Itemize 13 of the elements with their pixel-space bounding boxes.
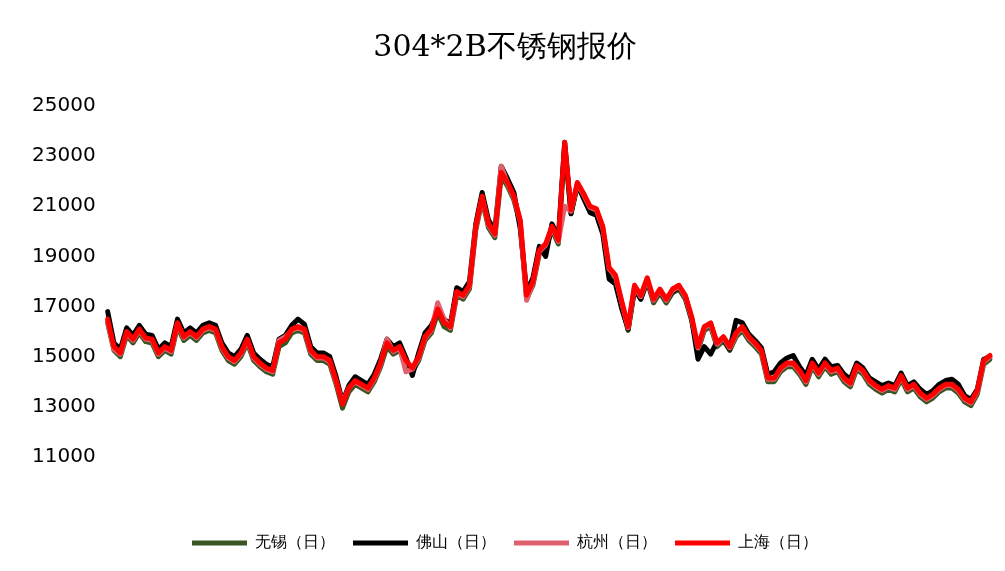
y-tick-label: 13000: [32, 393, 96, 418]
legend-label: 杭州（日）: [576, 532, 657, 552]
y-tick-label: 23000: [32, 142, 96, 167]
y-tick-label: 21000: [32, 192, 96, 217]
chart-title: 304*2B不锈钢报价: [373, 27, 637, 63]
legend-label: 佛山（日）: [416, 532, 496, 552]
y-tick-label: 25000: [32, 92, 96, 117]
y-tick-label: 17000: [32, 292, 96, 317]
y-tick-label: 11000: [32, 443, 96, 468]
y-tick-label: 19000: [32, 242, 96, 267]
y-tick-label: 15000: [32, 342, 96, 367]
legend-label: 上海（日）: [738, 532, 818, 552]
legend-label: 无锡（日）: [255, 532, 335, 552]
